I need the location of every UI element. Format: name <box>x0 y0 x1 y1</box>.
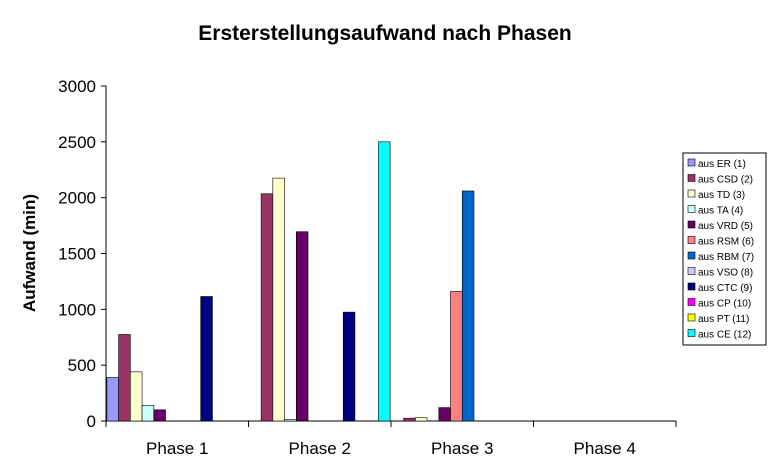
legend-swatch <box>687 236 696 244</box>
y-tick-label: 1000 <box>58 300 96 319</box>
legend-swatch <box>687 267 696 275</box>
bar <box>378 141 391 422</box>
legend-swatch <box>687 329 696 337</box>
y-tick-label: 0 <box>87 412 96 431</box>
y-tick-label: 500 <box>68 356 96 375</box>
bar <box>295 231 309 422</box>
legend-swatch <box>687 298 696 306</box>
x-tick-label: Phase 2 <box>289 439 351 458</box>
y-tick-label: 2000 <box>58 189 96 208</box>
plot-area: 0 500 1000 1500 2000 2500 3000 Phase 1 Phase 2 Ph… <box>58 77 677 458</box>
y-tick-label: 1500 <box>58 245 96 264</box>
bar <box>403 417 416 422</box>
legend-frame <box>682 152 767 346</box>
legend-label: aus TD (3) <box>698 190 745 201</box>
y-tick-label: 2500 <box>58 133 96 152</box>
legend-label: aus PT (11) <box>698 314 749 325</box>
bar <box>153 409 166 422</box>
x-tick-label: Phase 4 <box>574 439 636 458</box>
legend-swatch <box>687 251 696 260</box>
legend-label: aus CP (10) <box>698 299 751 310</box>
legend-label: aus RBM (7) <box>698 252 754 263</box>
bar <box>438 407 451 422</box>
legend-label: aus VRD (5) <box>698 221 753 232</box>
bar <box>342 311 356 422</box>
chart-title: Ersterstellungsaufwand nach Phasen <box>198 22 571 45</box>
y-tick-label: 3000 <box>58 77 96 96</box>
x-tick-label: Phase 1 <box>146 439 208 458</box>
bar <box>118 334 131 422</box>
legend: aus ER (1) aus CSD (2) aus TD (3) aus TA (4… <box>682 152 767 346</box>
legend-swatch <box>687 282 696 291</box>
bar <box>130 371 143 422</box>
legend-label: aus CTC (9) <box>698 283 752 294</box>
y-axis-title-group: Aufwand (min) <box>20 194 39 312</box>
bar <box>260 193 274 422</box>
bar <box>200 296 213 422</box>
legend-label: aus CE (12) <box>698 330 751 341</box>
legend-label: aus VSO (8) <box>698 268 753 279</box>
legend-swatch <box>687 189 696 198</box>
legend-swatch <box>687 220 696 229</box>
legend-swatch <box>687 205 696 213</box>
bar <box>450 291 463 422</box>
x-tick-label: Phase 3 <box>431 439 493 458</box>
bar <box>415 417 428 422</box>
legend-swatch <box>687 158 696 167</box>
bar <box>141 405 155 422</box>
legend-swatch <box>687 174 696 182</box>
y-axis-title: Aufwand (min) <box>20 194 39 312</box>
legend-label: aus CSD (2) <box>698 175 753 186</box>
legend-label: aus RSM (6) <box>698 237 754 248</box>
bar <box>106 377 119 422</box>
bar <box>461 190 475 422</box>
legend-swatch <box>687 313 696 322</box>
bar <box>284 419 297 422</box>
legend-label: aus TA (4) <box>698 206 743 217</box>
bar <box>272 177 285 422</box>
legend-label: aus ER (1) <box>698 159 746 170</box>
